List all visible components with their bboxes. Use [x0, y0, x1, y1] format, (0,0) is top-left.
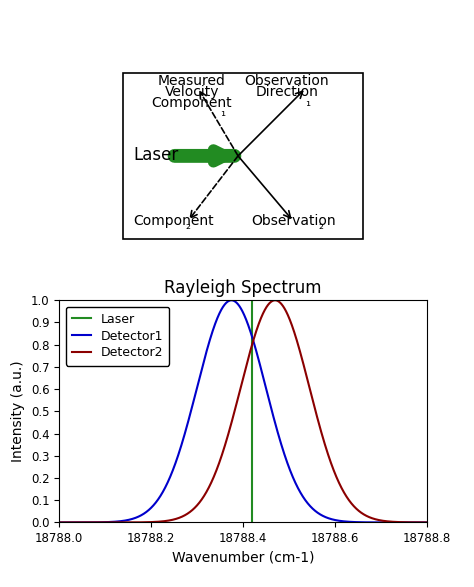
- Detector1: [120, 517, 126, 524]
- Text: Observation: Observation: [245, 74, 329, 88]
- Text: Laser: Laser: [133, 146, 178, 164]
- Text: Measured: Measured: [158, 74, 226, 88]
- Detector2: [272, 297, 278, 304]
- Text: Direction: Direction: [255, 85, 319, 99]
- Text: ₁: ₁: [220, 106, 225, 119]
- Detector2: [197, 498, 203, 505]
- Detector1: [56, 519, 62, 526]
- Line: Detector1: Detector1: [59, 301, 427, 522]
- Detector1: [424, 519, 429, 526]
- Text: ₂: ₂: [185, 219, 191, 232]
- Y-axis label: Intensity (a.u.): Intensity (a.u.): [11, 360, 25, 462]
- Detector1: [417, 519, 422, 526]
- Detector2: [377, 517, 383, 524]
- Legend: Laser, Detector1, Detector2: Laser, Detector1, Detector2: [65, 306, 169, 366]
- Detector1: [377, 519, 383, 526]
- Detector1: [213, 318, 219, 325]
- Detector2: [417, 519, 422, 526]
- Detector2: [213, 468, 219, 475]
- Text: ₁: ₁: [305, 96, 310, 109]
- Detector2: [424, 519, 429, 526]
- Text: ₂: ₂: [319, 219, 324, 232]
- Detector1: [98, 519, 104, 526]
- Text: Observation: Observation: [252, 214, 336, 228]
- X-axis label: Wavenumber (cm-1): Wavenumber (cm-1): [172, 551, 314, 565]
- Detector1: [197, 372, 203, 379]
- Title: Rayleigh Spectrum: Rayleigh Spectrum: [164, 279, 322, 298]
- Line: Detector2: Detector2: [59, 301, 427, 522]
- Text: Component: Component: [133, 214, 214, 228]
- Text: Component: Component: [151, 96, 232, 110]
- Text: Velocity: Velocity: [164, 85, 219, 99]
- Detector2: [120, 519, 126, 526]
- Detector1: [228, 297, 234, 304]
- Detector2: [56, 519, 62, 526]
- Detector2: [98, 519, 104, 526]
